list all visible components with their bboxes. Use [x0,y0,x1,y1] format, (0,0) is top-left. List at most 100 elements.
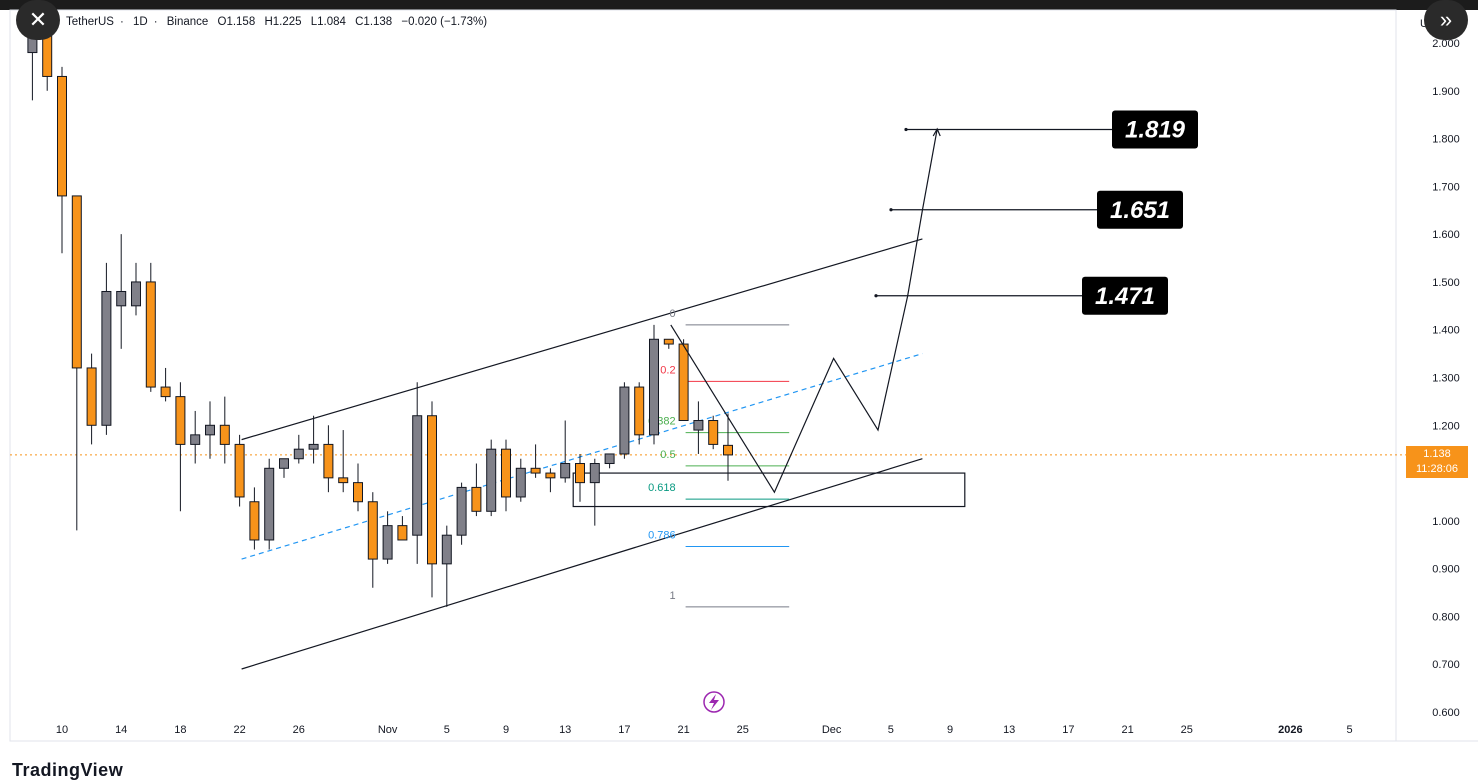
x-axis-tick-label: 5 [888,724,894,736]
target-label-box [1082,276,1168,315]
fib-level-label: 0.618 [648,482,676,494]
y-axis-tick-label: 2.000 [1432,38,1460,50]
fib-level-label: 0.2 [660,364,675,376]
high-value: H1.225 [264,16,302,28]
y-axis-tick-label: 1.500 [1432,277,1460,289]
y-axis-tick-label: 1.600 [1432,229,1460,241]
symbol-name[interactable]: TetherUS [66,16,114,28]
y-axis-tick-label: 1.400 [1432,325,1460,337]
y-axis-tick-label: 1.700 [1432,181,1460,193]
y-axis-tick-label: 0.900 [1432,564,1460,576]
x-axis-tick-label: 17 [618,724,630,736]
candle-body [471,486,482,512]
candle-body [604,453,615,465]
candle-body [456,486,467,536]
target-anchor-dot [874,294,878,298]
x-axis-tick-label: 21 [1121,724,1133,736]
x-axis-tick-label: Dec [822,724,842,736]
candle-body [279,458,289,469]
target-label-text: 1.471 [1095,283,1155,310]
x-axis-tick-label: 5 [444,724,450,736]
candle-body [723,444,733,456]
candle-body [515,467,526,498]
candle-body [116,290,127,307]
x-axis-tick-label: 25 [737,724,749,736]
candle-body [175,396,186,445]
fib-level-label: 0.786 [648,530,676,542]
candle-body [205,424,215,436]
candle-body [412,415,423,536]
x-axis-tick-label: 18 [174,724,186,736]
y-axis-tick-label: 1.900 [1432,86,1460,98]
expand-button[interactable]: » [1424,0,1468,40]
low-value: L1.084 [310,16,346,28]
y-axis-tick-label: 0.800 [1432,611,1460,623]
candle-body [663,338,674,345]
x-axis-tick-label: 5 [1347,724,1353,736]
y-axis-tick-label: 1.800 [1432,134,1460,146]
candle-body [708,420,719,445]
close-icon: ✕ [28,7,48,32]
candle-body [397,525,408,541]
lightning-icon [709,694,719,710]
close-button[interactable]: ✕ [16,0,60,40]
chevron-right-double-icon: » [1439,7,1453,32]
y-axis-tick-label: 0.700 [1432,659,1460,671]
x-axis-tick-label: 9 [503,724,509,736]
candle-body [249,501,260,541]
target-label-box [1112,110,1198,149]
candle-body [293,448,304,460]
candle-body [441,534,452,565]
candle-body [530,467,541,474]
candle-body [560,463,571,479]
y-axis-tick-label: 1.200 [1432,420,1460,432]
y-axis-tick-label: 1.000 [1432,516,1460,528]
candle-body [160,386,171,398]
x-axis-tick-label: 25 [1181,724,1193,736]
candle-body [57,75,67,197]
candle-body [234,443,245,498]
interval: 1D [132,16,148,28]
candle-body [101,290,112,426]
candle-body [678,343,689,422]
candle-body [131,281,141,307]
candle-body [86,367,97,426]
candle-body [575,463,585,484]
current-price-label: 1.138 11:28:06 [1406,446,1468,478]
x-axis-tick-label: 26 [293,724,305,736]
candle-body [619,386,630,455]
candle-body [589,463,600,484]
candle-body [427,415,437,565]
candle-body [264,467,275,541]
candle-body [353,482,363,503]
candle-body [308,443,319,450]
y-axis-tick-label: 0.600 [1432,707,1460,719]
top-bar [0,0,1478,10]
candle-body [501,448,511,498]
target-anchor-dot [904,127,908,132]
candle-body [367,501,378,560]
fib-level-label: 0.5 [660,449,675,461]
channel-mid-line [241,353,923,560]
x-axis-tick-label: 10 [56,724,68,736]
target-anchor-dot [889,208,893,212]
x-axis-tick-label: Nov [378,724,398,736]
x-axis-tick-label: 9 [947,724,953,736]
candle-body [634,386,645,436]
sep-1: · [119,16,124,28]
sep-2: · [153,16,158,28]
x-axis-tick-label: 21 [677,724,689,736]
candle-body [486,448,497,512]
close-value: C1.138 [355,16,393,28]
fib-level-label: 0 [669,308,675,320]
lightning-event-icon-ring [703,691,725,713]
y-axis-tick-label: 1.300 [1432,373,1460,385]
candle-body [382,525,393,560]
candle-body [338,477,349,484]
x-axis-tick-label: 13 [1003,724,1015,736]
candle-body [545,472,556,479]
fib-level-label: 1 [669,590,675,602]
current-price-value: 1.138 [1423,448,1451,460]
